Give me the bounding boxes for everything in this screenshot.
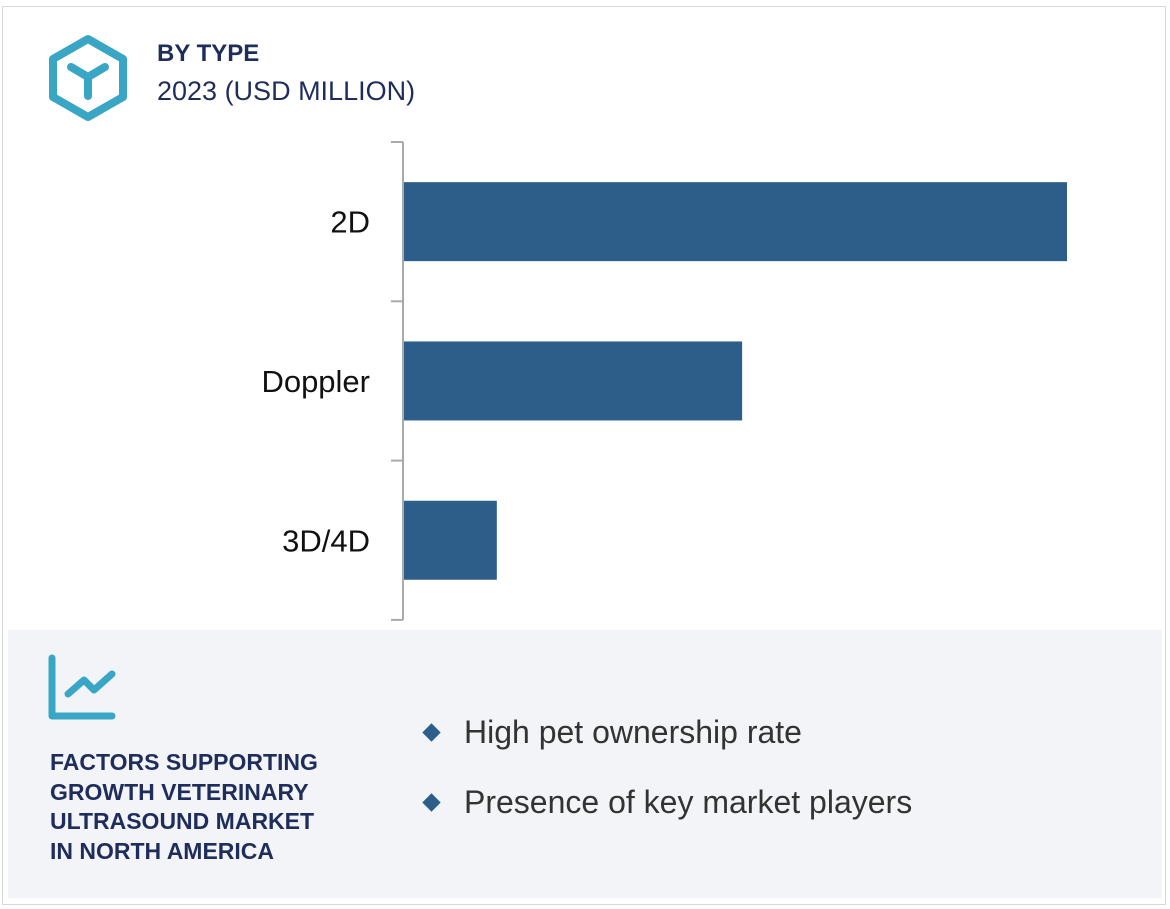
diamond-bullet-icon	[422, 793, 441, 812]
bar-chart: 2D Doppler 3D/4D	[261, 141, 1067, 621]
factor-text: Presence of key market players	[464, 784, 913, 820]
cube-icon	[49, 35, 127, 121]
category-label: 3D/4D	[282, 523, 370, 558]
card-frame	[2, 6, 1166, 905]
bar-2d	[404, 182, 1067, 262]
category-label: Doppler	[261, 364, 370, 399]
factors-panel	[8, 630, 1162, 898]
factors-heading: FACTORS SUPPORTING GROWTH VETERINARY ULT…	[50, 749, 318, 864]
chart-title: BY TYPE	[157, 40, 260, 67]
trend-chart-icon	[48, 654, 116, 720]
category-label: 2D	[330, 205, 370, 240]
factor-item: High pet ownership rate	[422, 714, 802, 751]
bar-doppler	[404, 341, 743, 421]
chart-subtitle: 2023 (USD MILLION)	[157, 76, 416, 106]
bar-3d4d	[404, 500, 497, 580]
factor-item: Presence of key market players	[422, 784, 912, 821]
factor-text: High pet ownership rate	[464, 714, 802, 750]
diamond-bullet-icon	[422, 723, 441, 742]
